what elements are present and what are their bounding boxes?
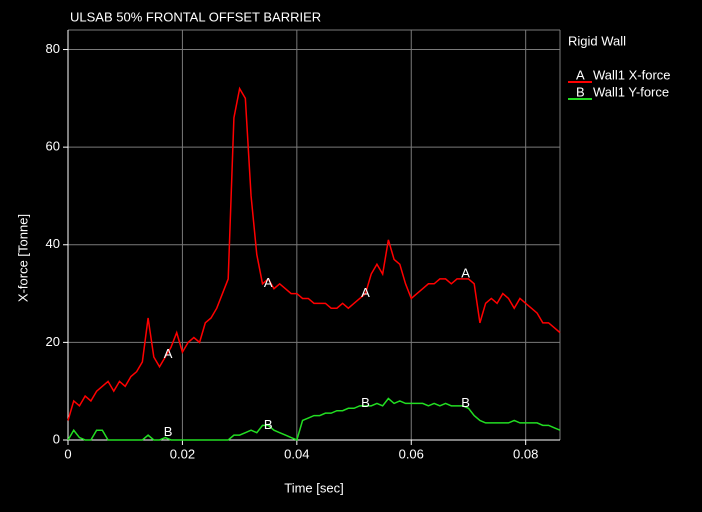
legend-label: Wall1 X-force: [593, 67, 671, 82]
y-axis-title: X-force [Tonne]: [15, 214, 30, 302]
y-tick-label: 40: [46, 236, 60, 251]
curve-marker: A: [361, 285, 370, 300]
y-tick-label: 20: [46, 334, 60, 349]
curve-marker: B: [361, 395, 370, 410]
series-line: [67, 397, 561, 442]
y-tick-label: 0: [53, 431, 60, 446]
x-tick-label: 0.06: [399, 446, 424, 461]
y-tick-label: 80: [46, 41, 60, 56]
x-tick-label: 0.02: [170, 446, 195, 461]
legend-label: Wall1 Y-force: [593, 84, 669, 99]
legend-marker: A: [576, 67, 585, 82]
curve-marker: B: [264, 417, 273, 432]
curve-marker: A: [461, 265, 470, 280]
x-tick-label: 0: [64, 446, 71, 461]
curve-marker: A: [264, 275, 273, 290]
chart-title: ULSAB 50% FRONTAL OFFSET BARRIER: [70, 9, 321, 24]
curve-marker: A: [164, 346, 173, 361]
legend-title: Rigid Wall: [568, 33, 626, 48]
y-tick-label: 60: [46, 139, 60, 154]
curve-marker: B: [164, 424, 173, 439]
x-tick-label: 0.04: [284, 446, 309, 461]
x-axis-title: Time [sec]: [284, 480, 343, 495]
x-tick-label: 0.08: [513, 446, 538, 461]
legend-marker: B: [576, 84, 585, 99]
series-line: [67, 86, 561, 421]
curve-marker: B: [461, 395, 470, 410]
